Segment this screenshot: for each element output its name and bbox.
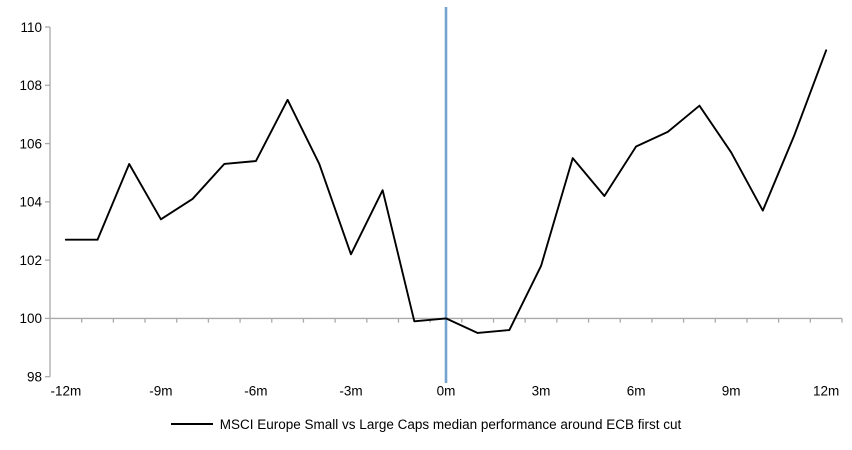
performance-series-line [64, 49, 828, 334]
line-chart: 98 100 102 104 106 108 110 -12m -9m -6m -3m 0m 3m 6m 9… [19, 7, 843, 399]
x-axis-tick-label: -12m [50, 384, 81, 399]
y-axis-tick-label: 100 [19, 311, 42, 326]
y-axis-tick-label: 98 [27, 370, 42, 385]
legend: MSCI Europe Small vs Large Caps median p… [0, 411, 852, 437]
x-axis-tick-label: 12m [813, 384, 839, 399]
legend-line-marker [170, 423, 213, 425]
x-axis-tick-label: 6m [627, 384, 646, 399]
y-axis-tick-label: 106 [19, 136, 42, 151]
x-axis-tick-label: -6m [244, 384, 267, 399]
x-axis-tick-label: 0m [437, 384, 456, 399]
y-axis-tick-label: 102 [19, 253, 42, 268]
y-axis-tick-label: 108 [19, 78, 42, 93]
y-axis-tick-label: 104 [19, 195, 42, 210]
legend-label: MSCI Europe Small vs Large Caps median p… [219, 416, 682, 432]
y-axis-tick-label: 110 [20, 20, 42, 35]
x-axis-tick-label: -3m [339, 384, 362, 399]
x-axis-tick-label: -9m [149, 384, 172, 399]
x-axis-tick-label: 9m [722, 384, 741, 399]
x-axis-tick-label: 3m [532, 384, 551, 399]
